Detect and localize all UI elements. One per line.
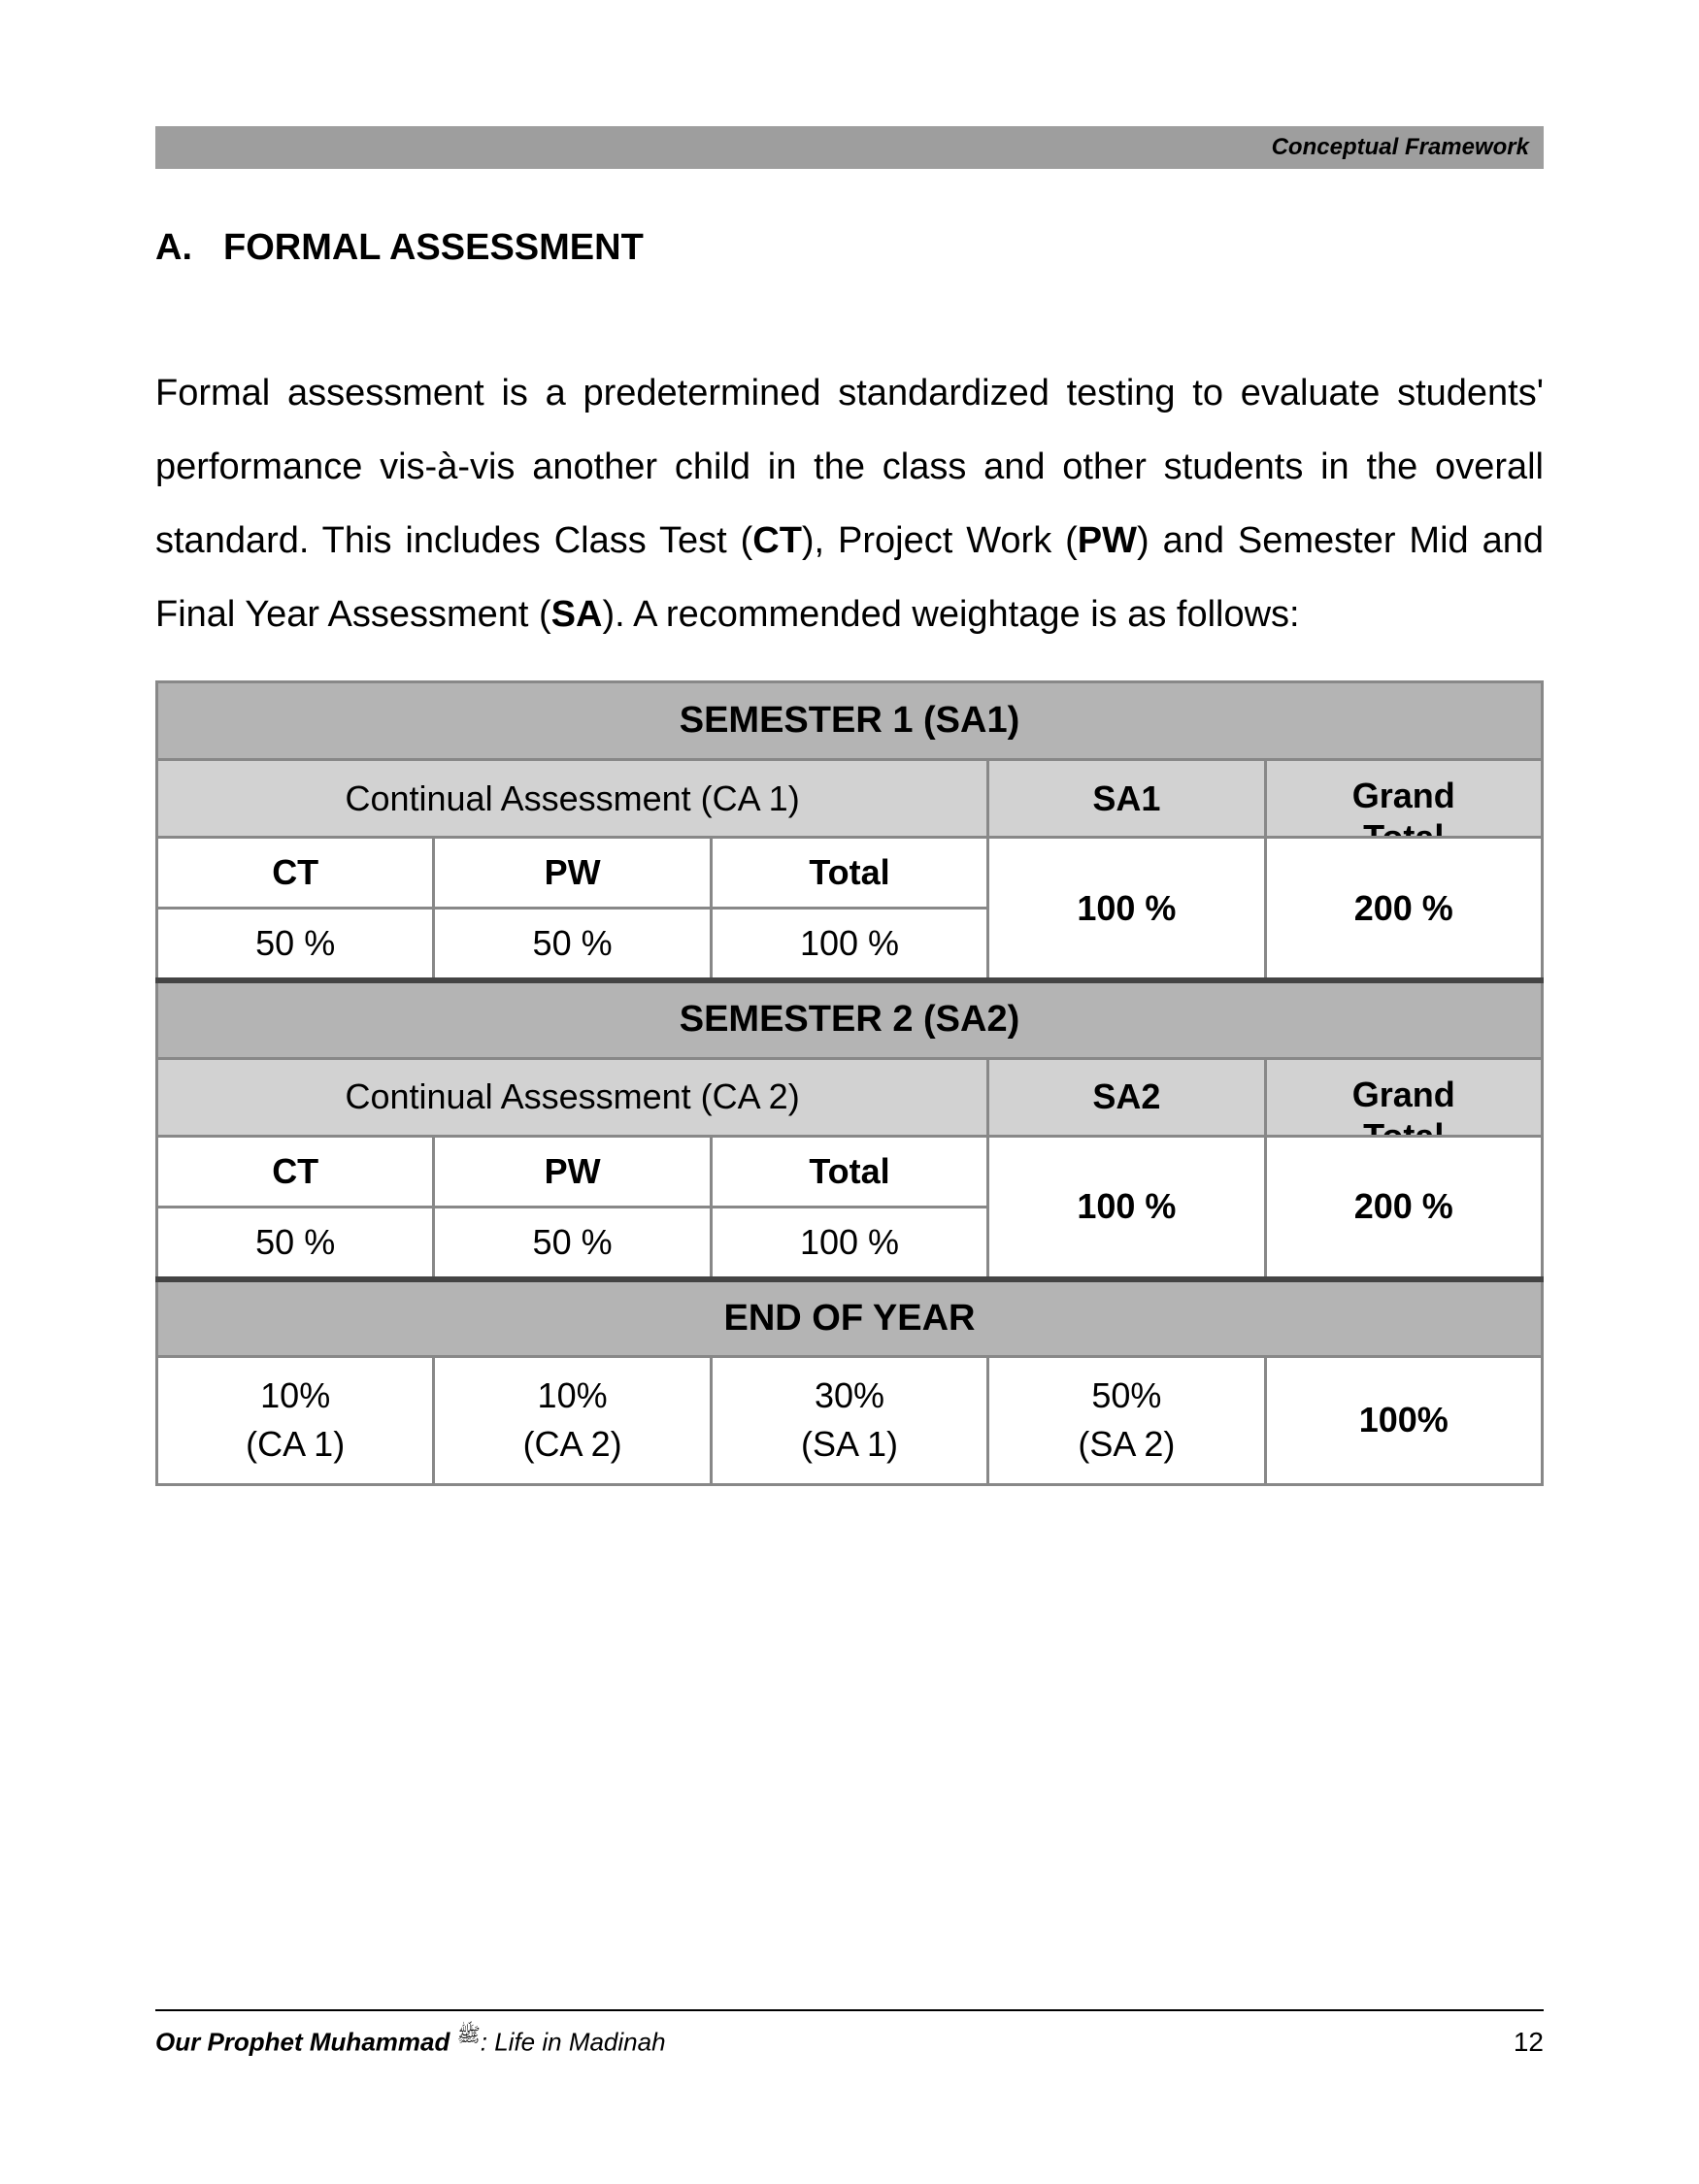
- sem2-ct-header: CT: [157, 1136, 434, 1207]
- eoy-col1: 10% (CA 1): [157, 1357, 434, 1485]
- eoy-c2-l1: 10%: [538, 1375, 608, 1415]
- section-title: FORMAL ASSESSMENT: [223, 227, 644, 269]
- sem2-grand-line1: Grand: [1352, 1075, 1455, 1114]
- footer-book-title: Our Prophet Muhammad ﷺ: Life in Madinah: [155, 2023, 666, 2058]
- sem2-sa-label: SA2: [988, 1058, 1265, 1136]
- page-number: 12: [1514, 2027, 1544, 2058]
- eoy-c4-l1: 50%: [1091, 1375, 1161, 1415]
- sem1-grand-line1: Grand: [1352, 776, 1455, 815]
- page-footer: Our Prophet Muhammad ﷺ: Life in Madinah …: [155, 2009, 1544, 2058]
- sem1-total-header: Total: [711, 838, 987, 909]
- sem1-total-value: 100 %: [711, 909, 987, 981]
- sem1-sa-label: SA1: [988, 760, 1265, 838]
- sem1-ct-header: CT: [157, 838, 434, 909]
- sem2-total-value: 100 %: [711, 1207, 987, 1279]
- sem2-total-header: Total: [711, 1136, 987, 1207]
- eoy-c3-l2: (SA 1): [801, 1424, 898, 1464]
- body-bold-pw: PW: [1078, 520, 1137, 561]
- assessment-table: SEMESTER 1 (SA1) Continual Assessment (C…: [155, 680, 1544, 1486]
- body-bold-ct: CT: [752, 520, 802, 561]
- sem2-pw-header: PW: [434, 1136, 711, 1207]
- sem2-grand-value: 200 %: [1265, 1136, 1542, 1279]
- sem1-ct-value: 50 %: [157, 909, 434, 981]
- sem1-header: SEMESTER 1 (SA1): [157, 682, 1543, 760]
- sem2-grand-total-label: Grand Total: [1265, 1058, 1542, 1136]
- sem1-pw-header: PW: [434, 838, 711, 909]
- sem1-pw-value: 50 %: [434, 909, 711, 981]
- body-text-part4: ). A recommended weightage is as follows…: [602, 594, 1299, 635]
- section-heading: A. FORMAL ASSESSMENT: [155, 227, 1544, 269]
- sem2-header: SEMESTER 2 (SA2): [157, 980, 1543, 1058]
- body-bold-sa: SA: [551, 594, 603, 635]
- footer-title-bold: Our Prophet Muhammad: [155, 2028, 450, 2057]
- eoy-c1-l1: 10%: [260, 1375, 330, 1415]
- eoy-col5: 100%: [1265, 1357, 1542, 1485]
- sem1-ca-label: Continual Assessment (CA 1): [157, 760, 988, 838]
- sem2-pw-value: 50 %: [434, 1207, 711, 1279]
- sem2-ca-label: Continual Assessment (CA 2): [157, 1058, 988, 1136]
- eoy-c1-l2: (CA 1): [246, 1424, 345, 1464]
- eoy-c2-l2: (CA 2): [523, 1424, 622, 1464]
- sem2-ct-value: 50 %: [157, 1207, 434, 1279]
- sem2-grand-line2: Total: [1363, 1116, 1444, 1136]
- sem1-sa-value: 100 %: [988, 838, 1265, 981]
- eoy-col2: 10% (CA 2): [434, 1357, 711, 1485]
- footer-pbuh-glyph: ﷺ: [457, 2025, 481, 2046]
- body-paragraph: Formal assessment is a predetermined sta…: [155, 356, 1544, 651]
- eoy-col3: 30% (SA 1): [711, 1357, 987, 1485]
- sem1-grand-total-label: Grand Total: [1265, 760, 1542, 838]
- eoy-c3-l1: 30%: [815, 1375, 884, 1415]
- eoy-c4-l2: (SA 2): [1078, 1424, 1175, 1464]
- body-text-part2: ), Project Work (: [802, 520, 1078, 561]
- sem1-grand-line2: Total: [1363, 817, 1444, 837]
- eoy-col4: 50% (SA 2): [988, 1357, 1265, 1485]
- header-banner: Conceptual Framework: [155, 126, 1544, 169]
- eoy-header: END OF YEAR: [157, 1279, 1543, 1357]
- sem1-grand-value: 200 %: [1265, 838, 1542, 981]
- header-banner-text: Conceptual Framework: [1272, 134, 1529, 161]
- section-letter: A.: [155, 227, 223, 269]
- sem2-sa-value: 100 %: [988, 1136, 1265, 1279]
- footer-title-rest: : Life in Madinah: [481, 2028, 666, 2057]
